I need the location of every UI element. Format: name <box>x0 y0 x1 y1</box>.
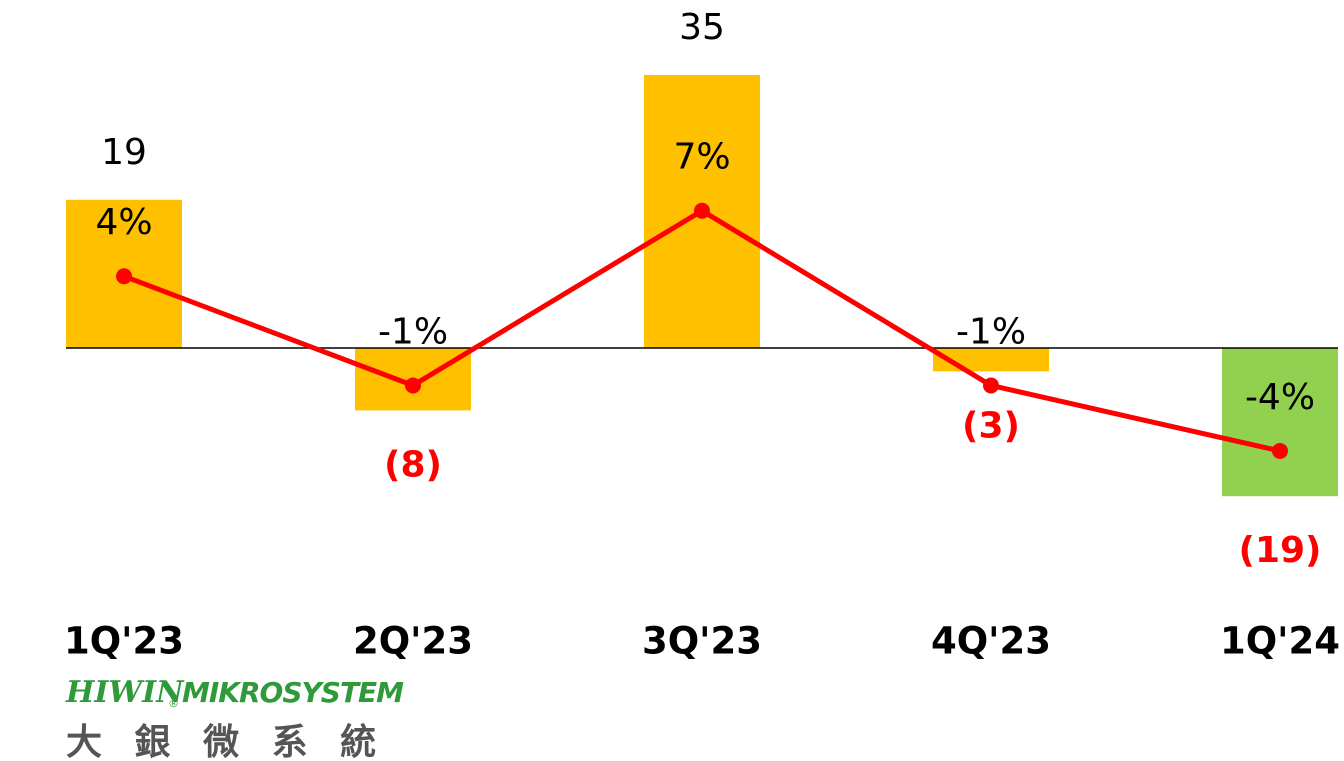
x-tick-label: 4Q'23 <box>931 620 1051 663</box>
line-point <box>405 377 421 394</box>
line-value-label: -1% <box>956 311 1026 352</box>
bar-value-label: 35 <box>679 7 725 48</box>
bar-value-label: (8) <box>384 444 442 485</box>
line-value-label: 7% <box>673 137 730 178</box>
line-point <box>983 377 999 394</box>
bar-value-label: 19 <box>101 132 147 173</box>
logo-chinese: 大 銀 微 系 統 <box>66 722 386 761</box>
logo-mark: ® <box>168 697 179 710</box>
line-point <box>694 202 710 219</box>
bar-value-label: (3) <box>962 405 1020 446</box>
x-tick-label: 1Q'24 <box>1220 620 1340 663</box>
x-tick-label: 2Q'23 <box>353 620 473 663</box>
line-value-label: 4% <box>95 202 152 243</box>
bar <box>1222 348 1338 497</box>
logo-brand: HIWIN <box>65 675 185 710</box>
x-tick-label: 3Q'23 <box>642 620 762 663</box>
x-tick-label: 1Q'23 <box>64 620 184 663</box>
line-point <box>116 268 132 285</box>
logo-name: MIKROSYSTEM <box>182 676 404 709</box>
line-value-label: -1% <box>378 311 448 352</box>
line-point <box>1272 442 1288 459</box>
line-value-label: -4% <box>1245 377 1315 418</box>
bar-value-label: (19) <box>1238 530 1321 571</box>
